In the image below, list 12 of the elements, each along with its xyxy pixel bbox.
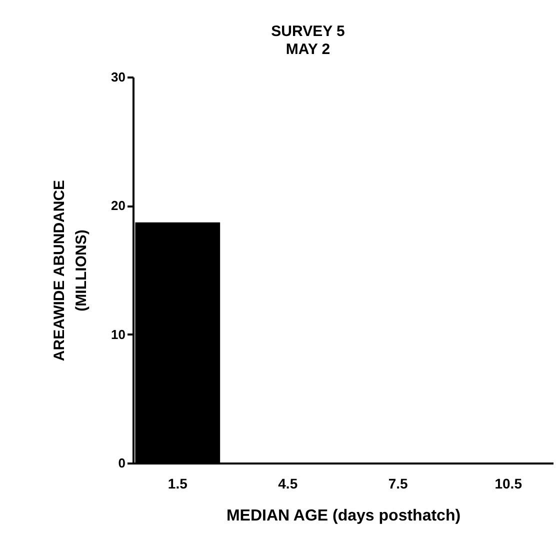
x-axis-title: MEDIAN AGE (days posthatch) xyxy=(226,508,461,524)
y-tick-label: 10 xyxy=(111,326,126,342)
y-tick-label: 30 xyxy=(111,70,126,84)
y-axis-title: AREAWIDE ABUNDANCE (MILLIONS) xyxy=(51,180,90,362)
chart-title: SURVEY 5 xyxy=(271,23,345,40)
x-tick-label: 1.5 xyxy=(168,476,188,492)
y-tick-label: 20 xyxy=(111,198,126,214)
x-tick-label: 4.5 xyxy=(278,476,298,492)
x-tick-label: 7.5 xyxy=(388,476,408,492)
x-tick-label: 10.5 xyxy=(494,476,522,492)
y-tick-label: 0 xyxy=(118,456,126,470)
chart-subtitle: MAY 2 xyxy=(286,41,330,58)
